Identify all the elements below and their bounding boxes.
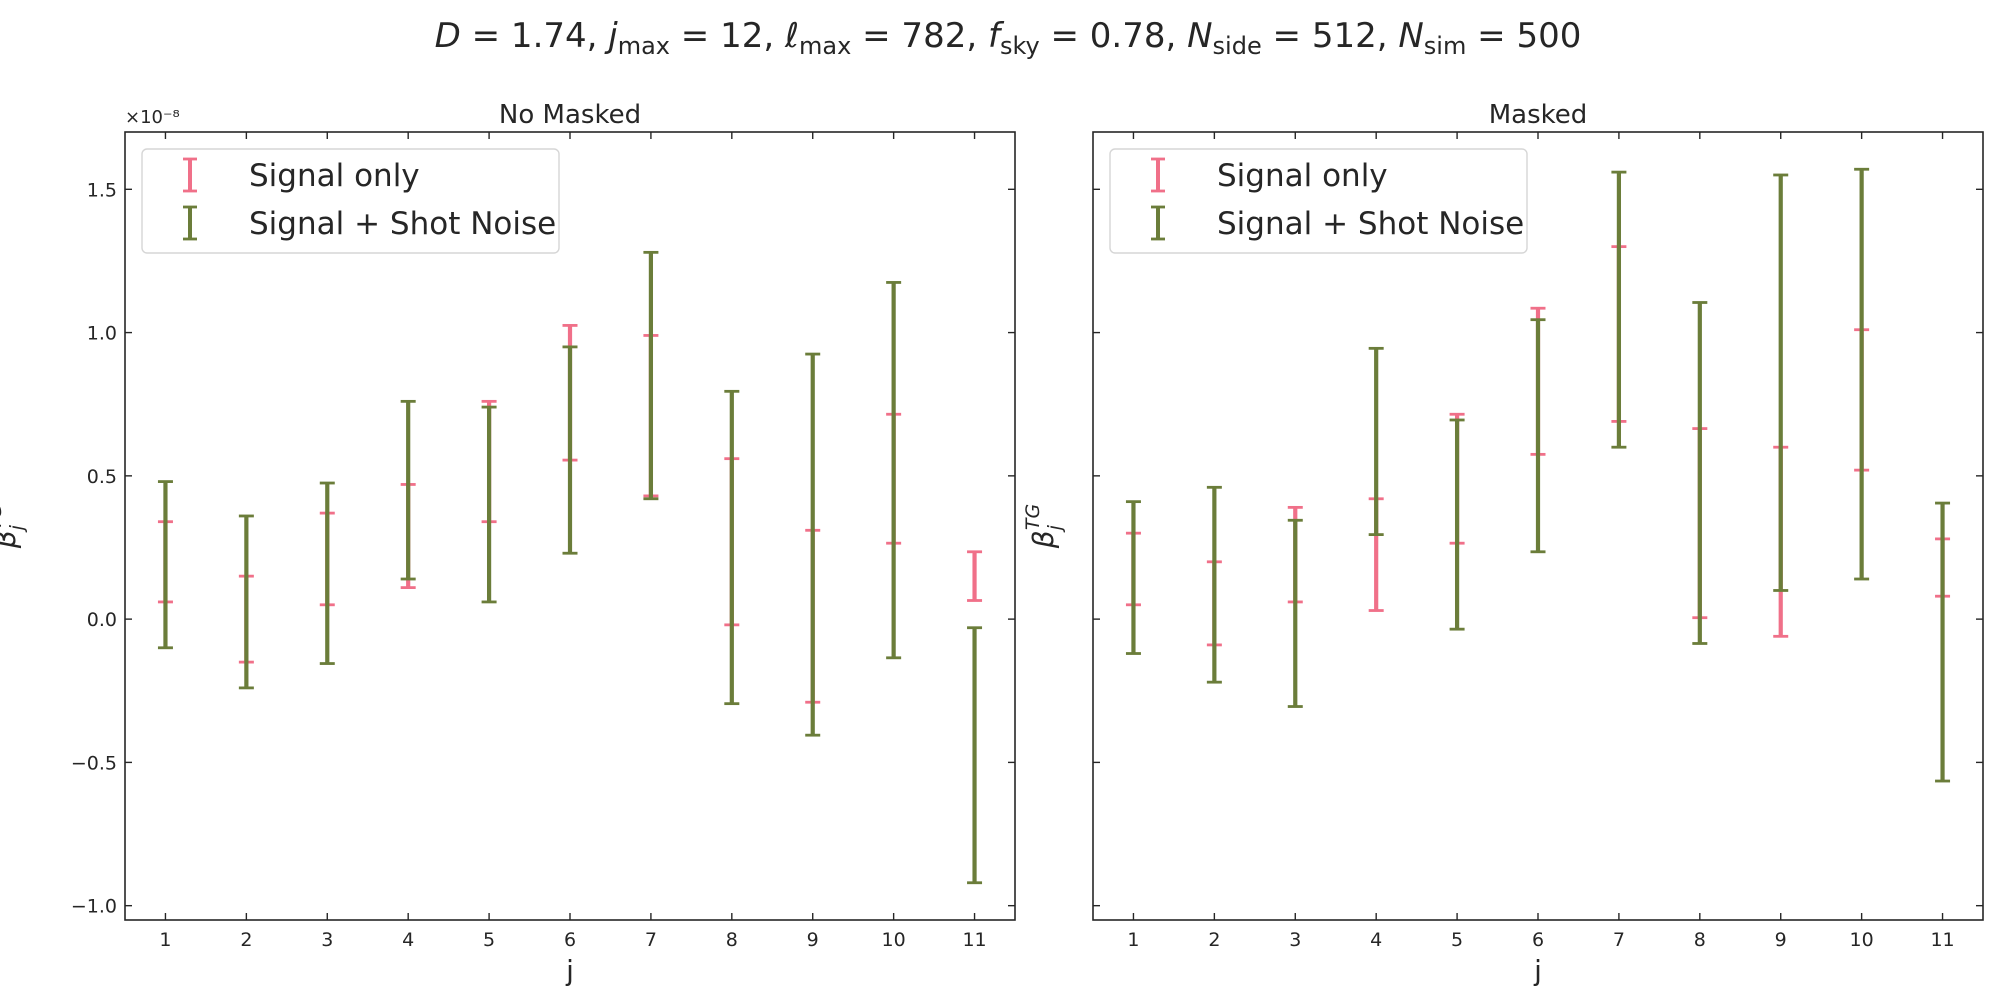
data-point [1455,522,1459,527]
errorbar [238,514,254,690]
data-point [325,571,329,575]
data-point [1293,611,1297,615]
data-point [1617,308,1621,312]
errorbar [400,399,416,581]
x-tick-label: 10 [882,929,906,951]
errorbar [562,345,578,555]
x-tick-label: 10 [1850,929,1874,951]
x-tick-label: 8 [1694,929,1706,951]
x-axis-label: j [1533,954,1542,987]
data-point [972,753,977,757]
data-point [1779,381,1783,385]
data-point [487,502,491,507]
errorbar [1530,318,1546,554]
data-point [1374,553,1378,557]
x-tick-label: 5 [1451,929,1463,951]
errorbar [1692,301,1708,645]
data-point [811,543,815,547]
x-tick-label: 5 [483,929,495,951]
x-tick-label: 6 [1532,929,1544,951]
x-tick-label: 11 [962,929,986,951]
data-point [244,600,248,604]
x-tick-label: 4 [1370,929,1382,951]
x-tick-label: 11 [1930,929,1954,951]
legend-label: Signal + Shot Noise [249,206,556,242]
legend: Signal only Signal + Shot Noise [141,148,560,254]
series-signal-shot-noise [1125,167,1951,783]
legend-frame [1109,148,1528,254]
errorbar [886,281,902,660]
data-point [892,468,896,472]
data-point [406,488,410,492]
legend-frame [141,148,560,254]
x-tick-label: 7 [1613,929,1625,951]
errorbar [805,352,821,737]
legend: Signal only Signal + Shot Noise [1109,148,1528,254]
y-tick-label: −0.5 [71,752,117,774]
errorbar [1368,346,1384,536]
legend-label: Signal only [1217,158,1388,194]
x-tick-label: 3 [321,929,333,951]
errorbar [967,626,983,885]
data-point [568,448,572,452]
errorbar [1854,167,1870,581]
data-point [163,563,168,567]
errorbar [1125,500,1141,655]
panel-no-masked: No Masked 1 2 3 4 5 6 7 8 9 10 11 −1.0 −0.5 0.0 0.5 1.0 1… [0,100,1016,987]
legend-label: Signal + Shot Noise [1217,206,1524,242]
errorbar [1287,518,1303,708]
errorbar [1773,173,1789,592]
y-tick-label: 1.5 [87,179,117,201]
errorbar [157,480,173,650]
x-tick-label: 1 [159,929,171,951]
data-point [730,545,734,550]
data-point [1860,372,1864,376]
errorbar [481,405,497,604]
x-tick-label: 9 [807,929,819,951]
errorbar [1449,418,1465,631]
errorbar [643,250,659,501]
x-tick-label: 6 [564,929,576,951]
data-point [1536,434,1540,438]
data-point [1698,471,1702,475]
figure-suptitle: D = 1.74, jmax = 12, ℓmax = 782, fsky = … [435,16,1582,60]
x-tick-label: 4 [402,929,414,951]
legend-label: Signal only [249,158,420,194]
errorbar [1935,501,1951,783]
errorbar [319,481,335,665]
y-tick-label: 0.0 [87,609,117,631]
data-point [649,373,653,378]
data-point [1212,583,1216,587]
x-tick-label: 3 [1289,929,1301,951]
errorbar [967,550,983,602]
x-tick-label: 9 [1775,929,1787,951]
data-point [1940,640,1945,644]
panel-title: No Masked [499,100,641,130]
y-axis-label: βjTG [0,504,28,550]
x-tick-label: 8 [726,929,738,951]
y-tick-label: −1.0 [71,896,117,918]
x-tick-label: 2 [1208,929,1220,951]
errorbar [1206,485,1222,684]
data-point [1374,439,1378,444]
errorbar [724,389,740,706]
x-tick-label: 7 [645,929,657,951]
y-axis-label: βjTG [1022,504,1066,550]
panel-title: Masked [1489,100,1588,130]
y-offset-text: ×10⁻⁸ [125,107,180,128]
x-axis-label: j [565,954,574,987]
y-tick-label: 1.0 [87,323,117,345]
series-signal-shot-noise [157,250,983,885]
data-point [1131,575,1136,580]
y-tick-label: 0.5 [87,466,117,488]
x-tick-label: 2 [240,929,252,951]
data-point [972,574,977,578]
errorbar [1611,170,1627,449]
x-tick-label: 1 [1127,929,1139,951]
